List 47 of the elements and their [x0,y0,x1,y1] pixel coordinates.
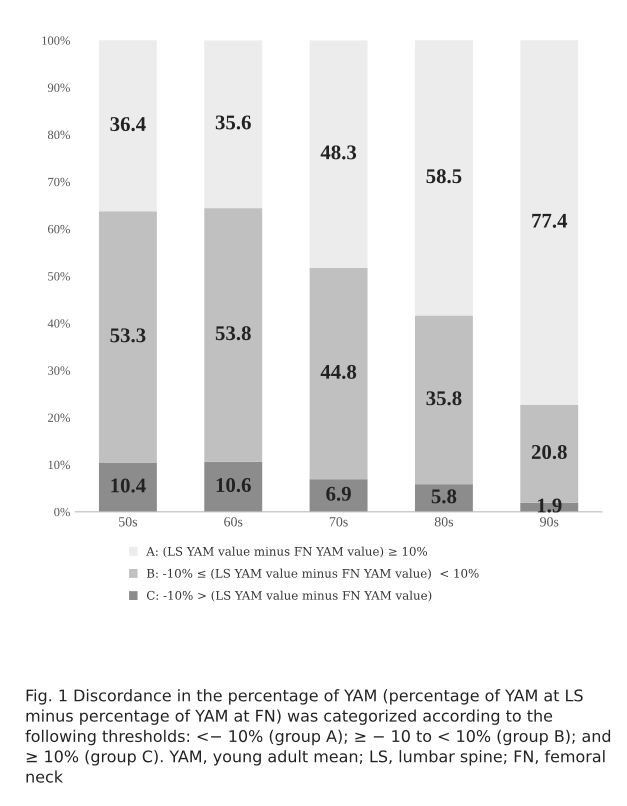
bar [98,40,157,212]
x-tick-label: 70s [330,517,348,526]
bar [520,40,578,405]
legend-label: A: (LS YAM value minus FN YAM value) ≥ 10% [146,546,428,558]
y-tick-label: 90% [48,83,70,92]
y-tick-label: 50% [48,272,70,281]
bar [204,462,262,512]
data-label: 48.3 [320,145,356,160]
data-label: 77.4 [532,214,568,228]
data-label: 53.8 [216,326,251,340]
x-tick-label: 50s [119,517,138,526]
y-tick-label: 40% [48,319,70,328]
bar [98,211,157,463]
bar [414,316,473,484]
x-tick-label: 80s [434,517,454,526]
y-tick-label: 10% [48,460,70,470]
bar [98,462,157,512]
bar [310,268,368,480]
bar [204,40,262,208]
bar [414,484,473,512]
x-tick-label: 60s [224,517,242,526]
data-label: 35.6 [216,115,251,130]
y-tick-label: 20% [48,414,70,422]
y-tick-label: 30% [48,366,70,375]
data-label: 10.6 [216,478,251,492]
bar [310,479,368,512]
y-tick-label: 0% [54,508,70,516]
y-tick-label: 70% [48,178,70,186]
data-label: 36.4 [110,117,146,132]
data-label: 20.8 [532,444,567,460]
legend-label: C: -10% > (LS YAM value minus FN YAM value) [146,590,432,602]
data-label: 53.3 [110,328,146,342]
bar [414,40,473,316]
data-label: 10.4 [111,478,146,493]
bar [310,40,368,268]
x-tick-label: 90s [540,517,558,526]
y-tick-label: 100% [42,36,70,45]
data-label: 35.8 [426,391,462,406]
y-tick-label: 80% [48,130,70,140]
data-label: 5.8 [432,489,456,504]
y-tick-label: 60% [48,224,70,234]
data-label: 44.8 [320,364,356,379]
data-label: 58.5 [426,169,462,184]
legend-label: B: -10% ≤ (LS YAM value minus FN YAM value) < 10% [146,568,479,580]
bar [204,208,262,462]
data-label: 6.9 [326,486,351,501]
caption: Fig. 1 Discordance in the percentage of YAM (percentage of YAM at LS minus percentage of YAM at FN) was categorized according to the following thresholds: <− 10% (group A); ≥ − 10 to < 10% (group B); and ≥ 10% (group C). YAM, young adult mean; LS, lumbar spine; FN, femoral neck [25,689,610,783]
